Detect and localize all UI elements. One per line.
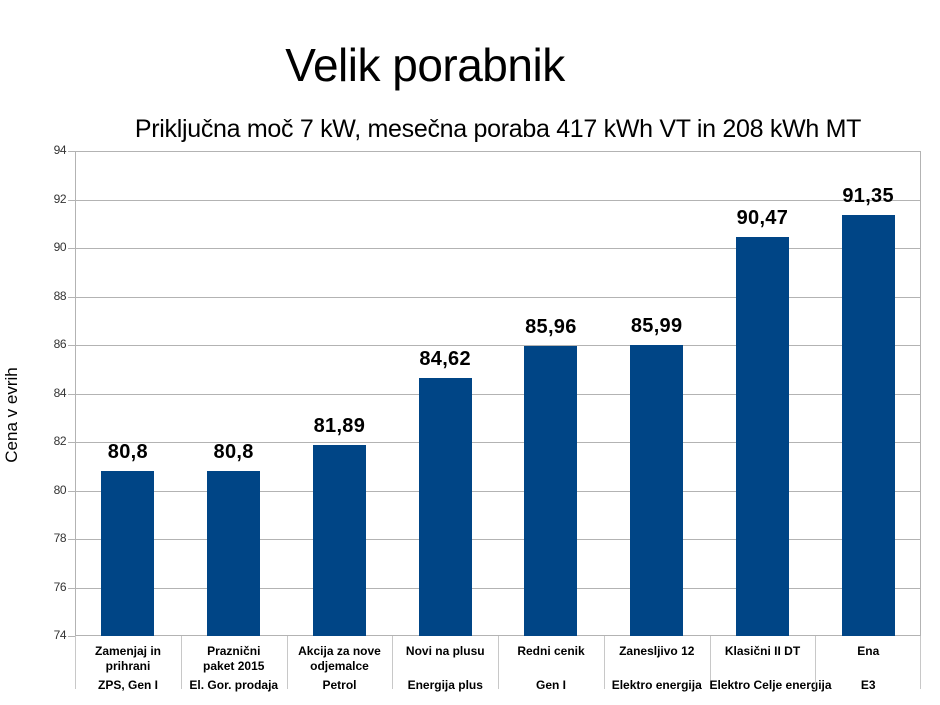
category-label: Redni cenik Gen I <box>498 644 604 692</box>
tariff-name: Ena <box>857 644 880 658</box>
category-label: Zanesljivo 12 Elektro energija <box>604 644 710 692</box>
y-tick-mark <box>68 248 75 249</box>
bar-value-label: 85,99 <box>630 315 683 338</box>
bar <box>207 471 261 636</box>
category-separator <box>392 636 394 689</box>
tariff-name: Praznični <box>207 644 261 658</box>
y-tick-label: 90 <box>53 240 67 254</box>
supplier-name: Petrol <box>322 678 357 692</box>
y-tick-label: 86 <box>53 337 67 351</box>
category-separator <box>920 636 921 689</box>
category-separator <box>75 636 76 689</box>
y-tick-mark <box>68 636 75 637</box>
gridline <box>76 539 920 540</box>
gridline <box>76 296 920 298</box>
supplier-name: ZPS, Gen I <box>97 678 158 692</box>
category-separator <box>709 636 711 689</box>
y-tick-label: 82 <box>53 434 67 448</box>
tariff-name: Novi na plusu <box>405 644 485 658</box>
slide-title: Velik porabnik <box>285 39 565 91</box>
tariff-name: Redni cenik <box>517 644 585 658</box>
y-tick-label: 78 <box>53 531 67 545</box>
supplier-name: El. Gor. prodaja <box>189 678 279 692</box>
bar-value-label: 85,96 <box>525 315 577 338</box>
gridline <box>76 490 920 492</box>
y-tick-mark <box>68 393 75 395</box>
y-tick-mark <box>68 199 75 201</box>
bar-value-label: 91,35 <box>842 185 894 208</box>
tariff-name: Klasični II DT <box>724 644 801 658</box>
category-separator <box>180 636 182 689</box>
y-tick-label: 80 <box>53 482 67 497</box>
x-axis-categories: Zamenjaj in prihrani ZPS, Gen I Praznični pa… <box>75 636 921 692</box>
category-separator <box>498 636 499 689</box>
y-tick-label: 76 <box>53 579 67 594</box>
y-tick-mark <box>68 442 75 443</box>
chart-title: Priključna moč 7 kW, mesečna poraba 417 … <box>134 115 862 143</box>
gridline <box>76 248 920 249</box>
category-label: Praznični paket 2015 El. Gor. prodaja <box>181 644 287 692</box>
tariff-name: Zanesljivo 12 <box>619 644 695 658</box>
tariff-name: Zamenjaj in <box>94 644 162 658</box>
tariff-name-cont: paket 2015 <box>203 659 265 673</box>
y-tick-mark <box>68 490 75 492</box>
bar <box>630 345 684 636</box>
bar-value-label: 90,47 <box>736 206 789 229</box>
y-axis-label: Cena v evrih <box>2 367 21 463</box>
supplier-name: Gen I <box>535 678 566 692</box>
y-tick-label: 88 <box>53 288 67 303</box>
gridline <box>76 393 920 395</box>
supplier-name: Energija plus <box>407 678 483 692</box>
gridline <box>76 199 920 201</box>
y-tick-label: 84 <box>53 385 67 400</box>
tariff-name-cont: prihrani <box>105 659 151 673</box>
y-tick-label: 92 <box>53 191 67 206</box>
gridline <box>76 345 920 346</box>
gridline <box>76 587 920 589</box>
gridline <box>76 442 920 443</box>
y-tick-mark <box>68 151 75 152</box>
bar-value-label: 81,89 <box>313 414 366 437</box>
bar <box>312 444 366 636</box>
supplier-name: Elektro Celje energija <box>709 678 832 692</box>
bar-value-label: 80,8 <box>107 441 148 464</box>
y-tick-label: 94 <box>53 143 67 157</box>
supplier-name: E3 <box>860 678 876 692</box>
bar <box>735 236 789 636</box>
tariff-name: Akcija za nove <box>298 644 381 658</box>
category-label: Akcija za nove odjemalce Petrol <box>287 644 393 692</box>
y-tick-mark <box>68 587 75 589</box>
bar <box>418 378 472 636</box>
bar <box>524 345 578 636</box>
bar-value-label: 84,62 <box>419 348 471 371</box>
category-label: Klasični II DT Elektro Celje energija <box>710 644 832 692</box>
category-separator <box>603 636 605 689</box>
category-label: Zamenjaj in prihrani ZPS, Gen I <box>75 644 181 692</box>
category-label: Ena E3 <box>815 644 921 692</box>
y-tick-mark <box>68 345 75 346</box>
category-separator <box>286 636 288 689</box>
bar-value-label: 80,8 <box>213 441 254 464</box>
y-tick-mark <box>68 296 75 298</box>
category-separator <box>815 636 817 689</box>
y-tick-label: 74 <box>53 628 67 642</box>
plot-area <box>75 151 921 636</box>
category-label: Novi na plusu Energija plus <box>392 644 498 692</box>
supplier-name: Elektro energija <box>611 678 702 692</box>
bar <box>101 471 155 636</box>
bar <box>841 215 895 636</box>
y-tick-mark <box>68 539 75 540</box>
tariff-name-cont: odjemalce <box>310 659 369 673</box>
